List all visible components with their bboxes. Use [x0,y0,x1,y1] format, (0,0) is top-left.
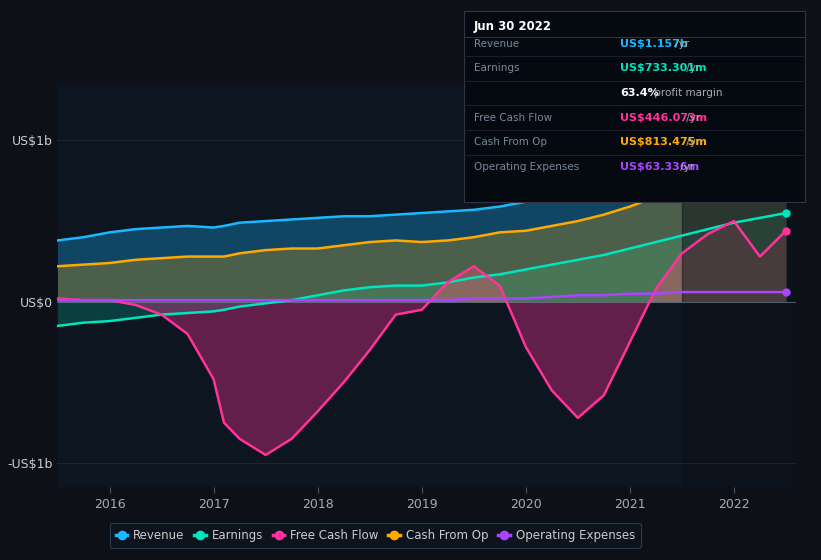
Bar [682,84,796,487]
Text: profit margin: profit margin [650,88,722,98]
Text: Cash From Op: Cash From Op [474,137,547,147]
Text: US$813.475m: US$813.475m [620,137,707,147]
Text: Jun 30 2022: Jun 30 2022 [474,20,552,34]
Text: US$733.301m: US$733.301m [620,63,706,73]
Text: Earnings: Earnings [474,63,519,73]
Legend: Revenue, Earnings, Free Cash Flow, Cash From Op, Operating Expenses: Revenue, Earnings, Free Cash Flow, Cash … [110,523,640,548]
Text: Revenue: Revenue [474,39,519,49]
Text: /yr: /yr [683,113,700,123]
Text: US$1.157b: US$1.157b [620,39,688,49]
Text: /yr: /yr [683,63,700,73]
Text: /yr: /yr [677,162,695,172]
Text: US$446.073m: US$446.073m [620,113,707,123]
Text: Operating Expenses: Operating Expenses [474,162,579,172]
Text: US$63.336m: US$63.336m [620,162,699,172]
Text: /yr: /yr [672,39,690,49]
Text: 63.4%: 63.4% [620,88,658,98]
Text: /yr: /yr [683,137,700,147]
Text: Free Cash Flow: Free Cash Flow [474,113,552,123]
